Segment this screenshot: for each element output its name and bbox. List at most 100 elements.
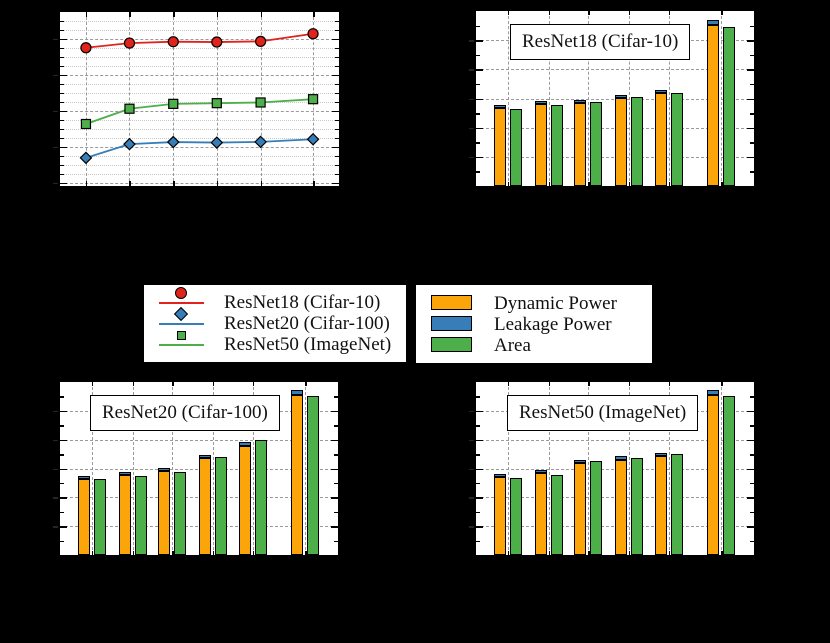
axis-tick (334, 482, 338, 485)
axis-tick (507, 11, 510, 15)
axis-tick (60, 156, 64, 158)
minor-gridline (60, 21, 339, 22)
axis-tick (476, 468, 483, 470)
axis-tick (331, 526, 338, 528)
leakage-power-swatch (431, 316, 472, 331)
bar-leakage-power (654, 90, 667, 94)
axis-tick (668, 382, 671, 386)
bar-dynamic-power (574, 463, 587, 555)
axis-tick (335, 156, 339, 158)
legend-item-area: Area (416, 335, 652, 356)
bar-leakage-power (493, 474, 506, 478)
bar-dynamic-power (707, 394, 720, 555)
circle-marker-icon (123, 37, 136, 49)
axis-tick (334, 540, 338, 543)
legend-item-label: ResNet18 (Cifar-10) (224, 291, 381, 313)
axis-tick (334, 454, 338, 456)
square-marker-icon (168, 98, 179, 109)
square-marker-icon (177, 330, 186, 340)
axis-tick (60, 482, 64, 485)
minor-gridline (60, 174, 339, 175)
axis-tick (53, 439, 58, 442)
circle-marker-icon (254, 35, 267, 47)
axis-tick (91, 551, 94, 555)
square-marker-icon (211, 98, 222, 109)
axis-tick (332, 75, 339, 77)
major-gridline (721, 11, 723, 186)
axis-tick (721, 551, 723, 555)
axis-tick (476, 171, 480, 173)
axis-tick (60, 425, 64, 427)
circle-marker-icon (167, 36, 179, 48)
axis-tick (129, 181, 131, 186)
axis-tick (469, 526, 474, 528)
minor-gridline (60, 93, 339, 94)
legend-item-label: Dynamic Power (494, 292, 617, 314)
axis-tick (335, 21, 339, 23)
axis-tick (750, 396, 754, 398)
axis-tick (332, 39, 339, 41)
axis-tick (53, 111, 58, 113)
bar-area (630, 96, 643, 186)
axis-tick (60, 84, 64, 86)
minor-gridline (60, 102, 339, 103)
bar-leakage-power (534, 100, 547, 104)
bar-leakage-power (707, 19, 720, 25)
minor-gridline (60, 84, 339, 85)
axis-tick (60, 183, 67, 185)
axis-tick (588, 11, 590, 15)
bar-dynamic-power (534, 473, 547, 555)
bar-leakage-power (574, 99, 587, 103)
axis-tick (750, 83, 754, 86)
axis-tick (588, 382, 590, 386)
square-marker-icon (80, 118, 92, 130)
bar-dynamic-power (654, 93, 667, 186)
major-gridline (60, 183, 339, 184)
bar-leakage-power (77, 476, 90, 480)
axis-tick (212, 382, 215, 386)
axis-tick (747, 439, 754, 442)
bar-leakage-power (614, 94, 627, 98)
axis-tick (60, 75, 67, 77)
axis-tick (335, 165, 339, 167)
chart-title-resnet20-cifar100: ResNet20 (Cifar-100) (90, 395, 280, 431)
axis-tick (750, 113, 754, 115)
bar-area (509, 108, 522, 186)
axis-tick (60, 48, 64, 50)
axis-tick (260, 12, 263, 17)
axis-tick (628, 382, 631, 386)
axis-tick (469, 40, 474, 42)
bar-leakage-power (614, 456, 627, 460)
axis-tick (747, 526, 754, 528)
axis-tick (668, 182, 671, 186)
diamond-marker-icon (79, 151, 93, 165)
bar-area (550, 474, 563, 555)
axis-tick (60, 454, 64, 456)
axis-tick (60, 410, 67, 413)
major-gridline (476, 439, 754, 441)
major-gridline (212, 382, 214, 555)
bar-leakage-power (198, 454, 211, 458)
major-gridline (172, 382, 174, 555)
bar-area (590, 101, 603, 186)
axis-tick (476, 69, 483, 71)
axis-tick (507, 382, 510, 386)
axis-tick (335, 138, 339, 140)
axis-tick (476, 454, 480, 456)
legend-item-dynamic-power: Dynamic Power (416, 293, 652, 314)
bar-chart-plot-area (469, 382, 754, 555)
minor-gridline (60, 156, 339, 157)
axis-tick (334, 425, 338, 427)
axis-tick (476, 439, 483, 442)
axis-tick (305, 551, 307, 555)
axis-tick (53, 39, 58, 41)
bar-leakage-power (654, 452, 667, 457)
bar-chart-plot-area (469, 11, 754, 186)
axis-tick (476, 511, 480, 514)
major-gridline (628, 382, 630, 555)
legend-item-label: Area (494, 334, 531, 356)
bar-area (93, 478, 106, 555)
axis-tick (60, 468, 67, 470)
bar-chart-resnet20-cifar100: ResNet20 (Cifar-100) (53, 381, 339, 557)
